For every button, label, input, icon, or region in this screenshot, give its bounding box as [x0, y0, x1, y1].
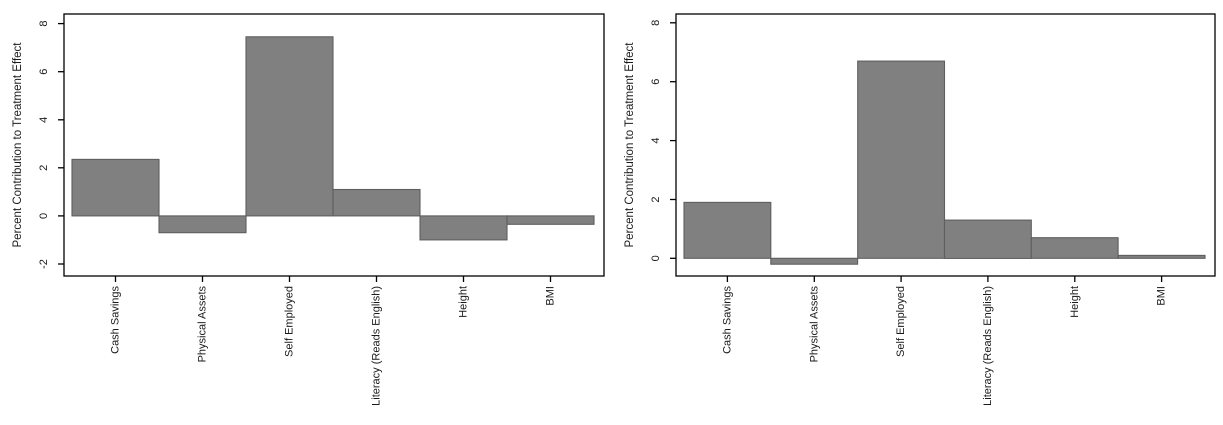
y-tick-label: 2: [650, 196, 662, 202]
bar-bmi: [1117, 254, 1206, 259]
x-category-label-self-employed: Self Employed: [284, 286, 296, 357]
y-tick-label: 0: [650, 255, 662, 261]
bar-height: [1030, 237, 1119, 259]
y-tick-label: -2: [38, 259, 50, 269]
y-tick-label: 6: [650, 79, 662, 85]
bar-literacy-reads-english: [943, 219, 1032, 259]
y-tick-label: 2: [38, 165, 50, 171]
x-category-label-height: Height: [458, 286, 470, 318]
x-category-label-literacy-reads-english: Literacy (Reads English): [982, 286, 994, 406]
y-tick-label: 6: [38, 69, 50, 75]
bar-height: [419, 215, 508, 241]
bar-physical-assets: [158, 215, 247, 234]
bar-self-employed: [245, 36, 334, 217]
y-tick-label: 8: [650, 20, 662, 26]
y-tick-label: 4: [38, 117, 50, 123]
x-category-label-cash-savings: Cash Savings: [110, 286, 122, 354]
x-category-label-physical-assets: Physical Assets: [197, 286, 209, 363]
bar-self-employed: [857, 60, 946, 259]
bar-physical-assets: [770, 257, 859, 265]
y-axis-title: Percent Contribution to Treatment Effect: [12, 42, 24, 248]
x-category-label-bmi: BMI: [1156, 286, 1168, 306]
x-category-label-literacy-reads-english: Literacy (Reads English): [371, 286, 383, 406]
chart-panel-right: 0 2 4 6 8 Cash Savings Physical Assets Self Emp…: [612, 0, 1223, 425]
bar-cash-savings: [71, 158, 160, 217]
y-axis-title: Percent Contribution to Treatment Effect: [624, 42, 636, 248]
bar-cash-savings: [683, 201, 772, 259]
y-tick-label: 4: [650, 138, 662, 144]
x-category-label-bmi: BMI: [545, 286, 557, 306]
bar-bmi: [506, 215, 595, 225]
y-tick-label: 8: [38, 21, 50, 27]
x-category-label-cash-savings: Cash Savings: [721, 286, 733, 354]
plot-border: [63, 13, 605, 277]
chart-panel-left: -2 0 2 4 6 8 Cash Savings Physical Assets Self E…: [12, 13, 605, 406]
x-category-label-physical-assets: Physical Assets: [808, 286, 820, 363]
x-category-label-self-employed: Self Employed: [895, 286, 907, 357]
bar-chart-right: 0 2 4 6 8 Cash Savings Physical Assets Self Emp…: [624, 13, 1216, 406]
bar-literacy-reads-english: [332, 188, 421, 217]
y-tick-label: 0: [38, 213, 50, 219]
x-category-label-height: Height: [1069, 286, 1081, 318]
bar-chart-left: -2 0 2 4 6 8 Cash Savings Physical Assets Self E…: [12, 13, 605, 406]
plot-border: [675, 13, 1216, 277]
